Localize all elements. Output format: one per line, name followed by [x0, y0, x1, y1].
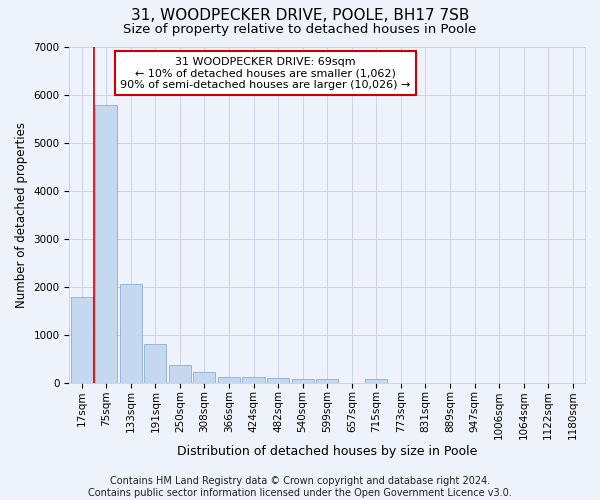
- Text: 31, WOODPECKER DRIVE, POOLE, BH17 7SB: 31, WOODPECKER DRIVE, POOLE, BH17 7SB: [131, 8, 469, 22]
- Y-axis label: Number of detached properties: Number of detached properties: [15, 122, 28, 308]
- Bar: [365, 378, 388, 382]
- Bar: [144, 344, 166, 383]
- Bar: [71, 297, 93, 382]
- Bar: [95, 105, 117, 382]
- Text: Size of property relative to detached houses in Poole: Size of property relative to detached ho…: [124, 22, 476, 36]
- Text: Contains HM Land Registry data © Crown copyright and database right 2024.
Contai: Contains HM Land Registry data © Crown c…: [88, 476, 512, 498]
- Bar: [169, 366, 191, 382]
- Bar: [120, 284, 142, 382]
- Text: 31 WOODPECKER DRIVE: 69sqm
← 10% of detached houses are smaller (1,062)
90% of s: 31 WOODPECKER DRIVE: 69sqm ← 10% of deta…: [120, 56, 410, 90]
- X-axis label: Distribution of detached houses by size in Poole: Distribution of detached houses by size …: [177, 444, 478, 458]
- Bar: [267, 378, 289, 382]
- Bar: [292, 378, 314, 382]
- Bar: [218, 377, 240, 382]
- Bar: [242, 378, 265, 382]
- Bar: [193, 372, 215, 382]
- Bar: [316, 378, 338, 382]
